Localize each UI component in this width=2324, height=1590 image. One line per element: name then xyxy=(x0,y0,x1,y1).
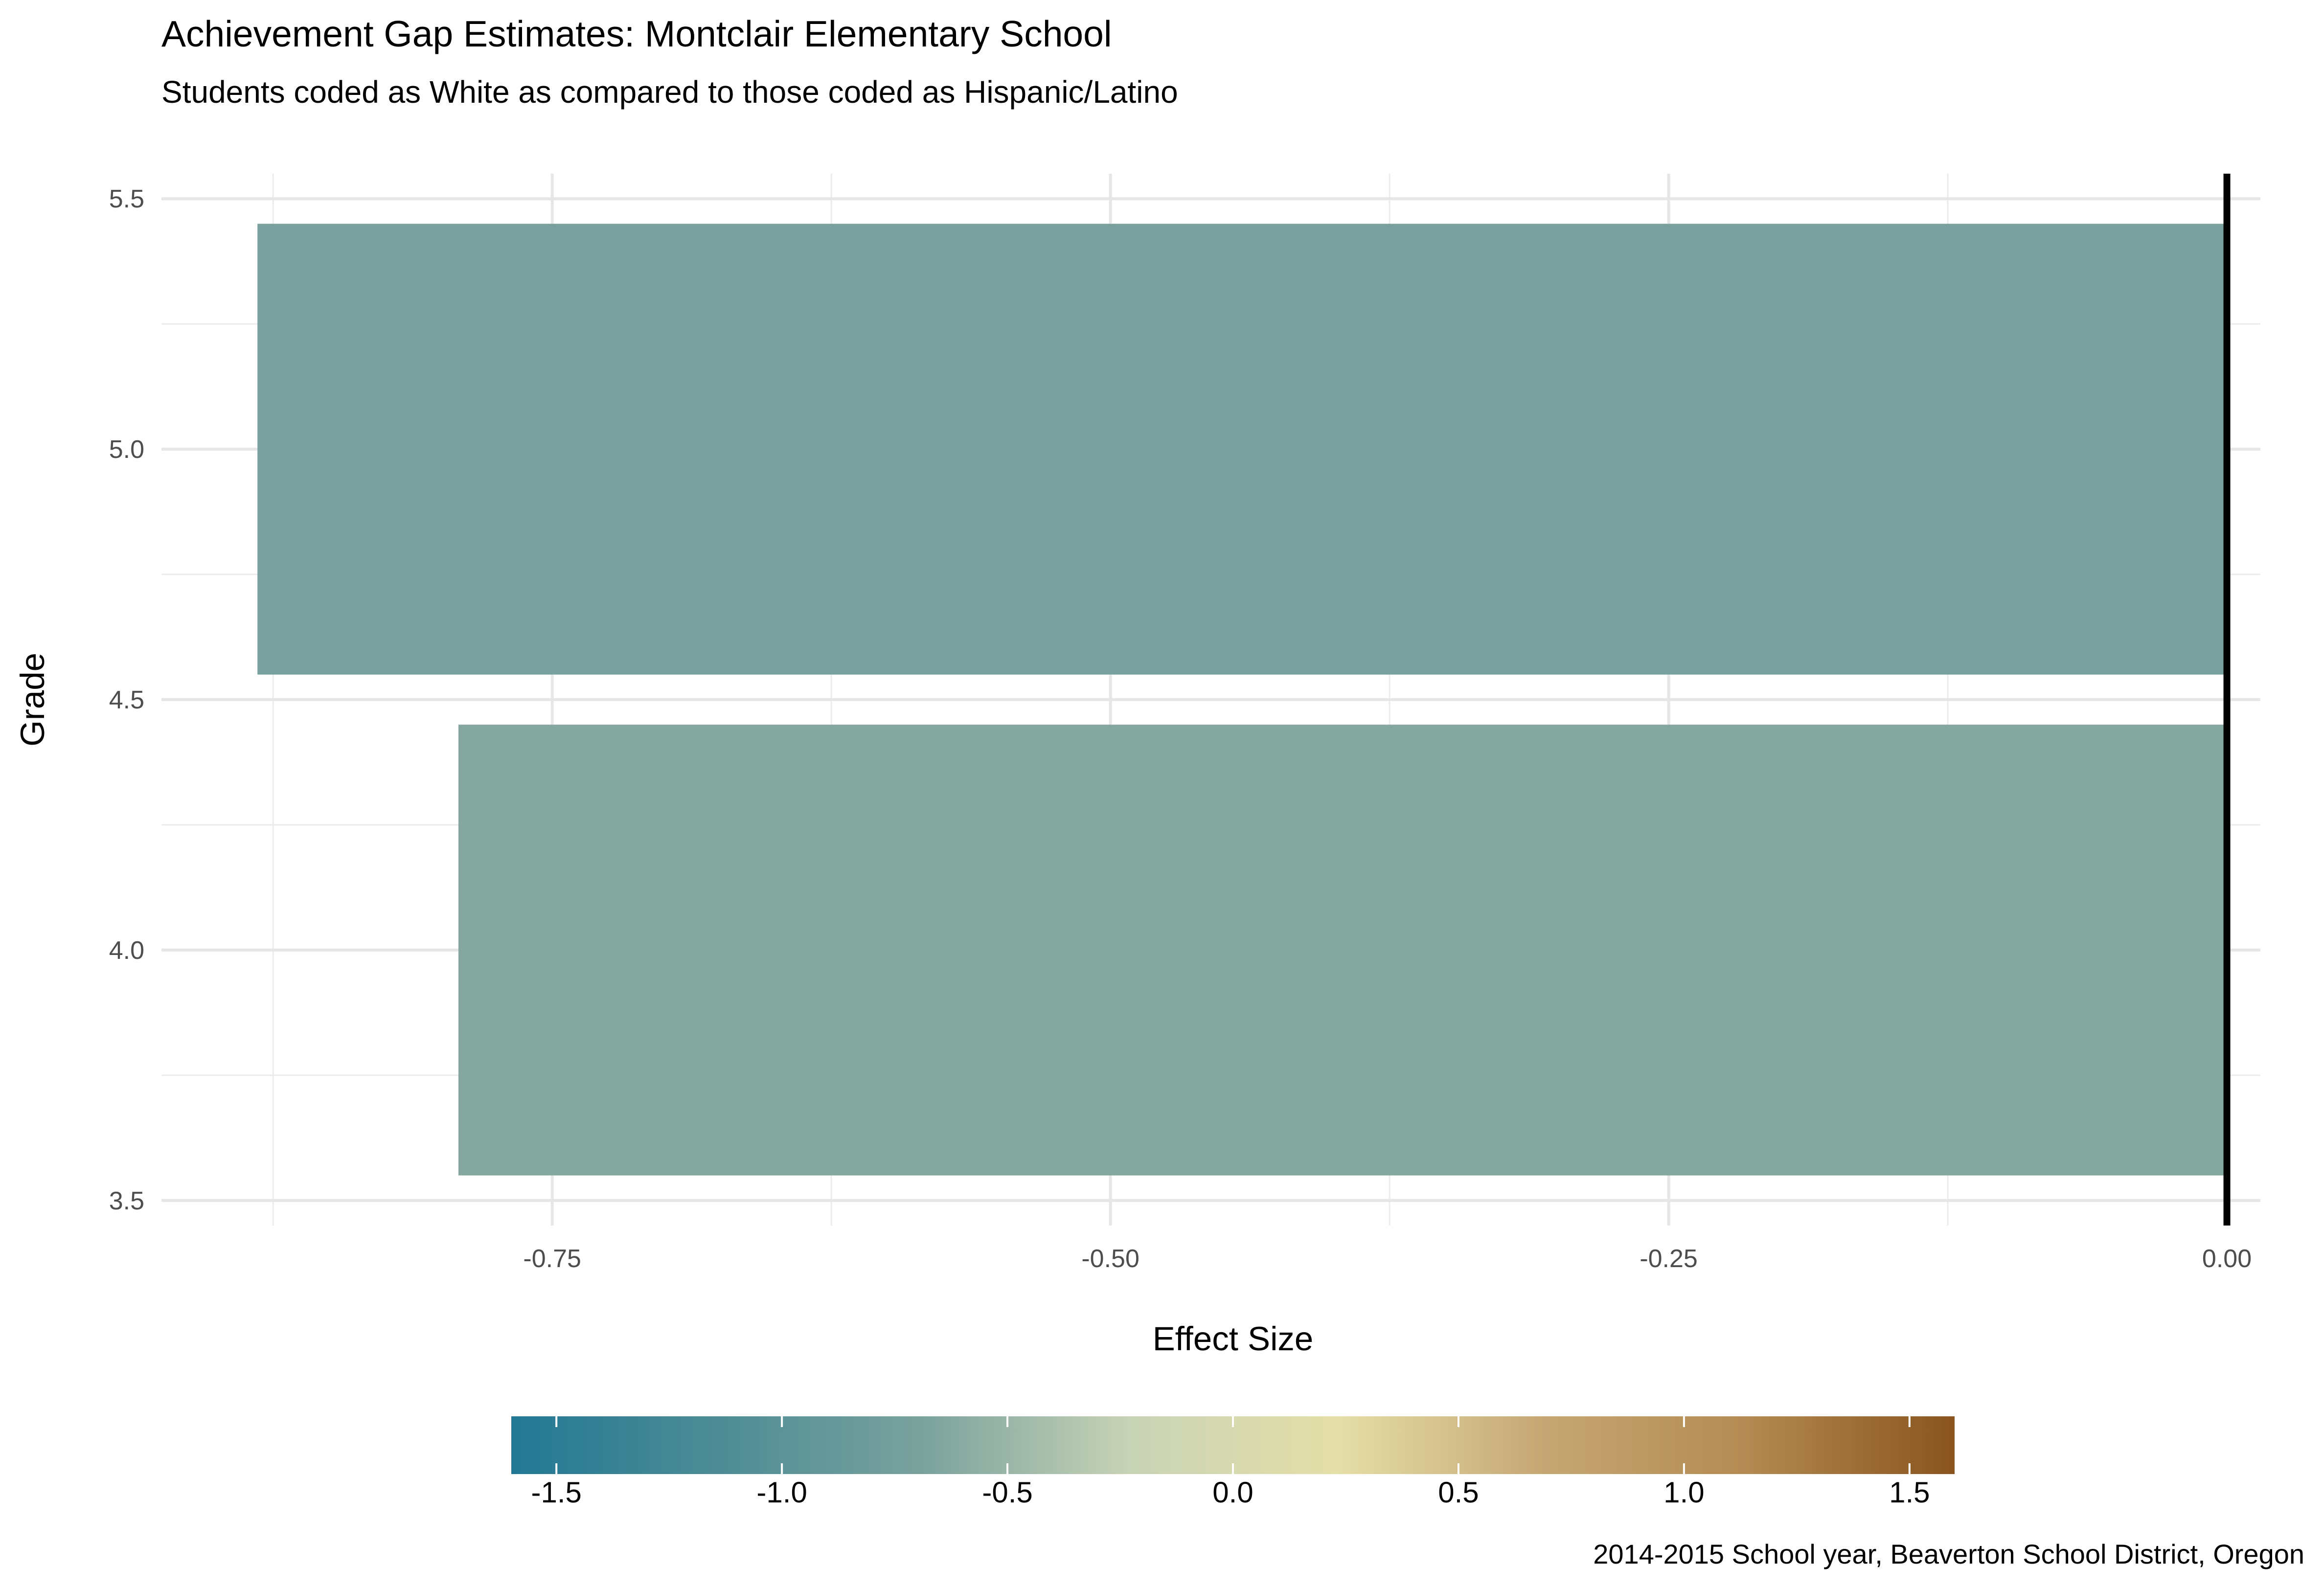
legend-tick-label: 0.5 xyxy=(1438,1476,1479,1509)
y-tick-label: 4.5 xyxy=(109,686,144,714)
legend-tick-label: -1.5 xyxy=(531,1476,581,1509)
x-tick-label: -0.75 xyxy=(523,1245,581,1273)
y-tick-labels: 3.5 4.0 4.5 5.0 5.5 xyxy=(109,185,144,1215)
x-tick-labels: -0.75 -0.50 -0.25 0.00 xyxy=(523,1245,2252,1273)
legend-tick-label: 1.0 xyxy=(1663,1476,1704,1509)
legend-tick-label: -1.0 xyxy=(756,1476,807,1509)
y-tick-label: 3.5 xyxy=(109,1187,144,1215)
chart-subtitle: Students coded as White as compared to t… xyxy=(161,74,1178,110)
y-axis-title: Grade xyxy=(14,653,51,747)
x-tick-label: -0.25 xyxy=(1640,1245,1698,1273)
legend-tick-label: 1.5 xyxy=(1889,1476,1930,1509)
y-tick-label: 4.0 xyxy=(109,936,144,965)
legend-tick-label: 0.0 xyxy=(1212,1476,1253,1509)
bars xyxy=(257,224,2227,1176)
x-tick-label: -0.50 xyxy=(1081,1245,1139,1273)
legend-tick-label: -0.5 xyxy=(982,1476,1032,1509)
y-tick-label: 5.0 xyxy=(109,435,144,464)
chart-title: Achievement Gap Estimates: Montclair Ele… xyxy=(161,13,1112,54)
y-tick-label: 5.5 xyxy=(109,185,144,213)
bar-grade-4 xyxy=(458,725,2227,1176)
bar-grade-5 xyxy=(257,224,2227,675)
x-axis-title: Effect Size xyxy=(1153,1320,1314,1358)
legend-colorbar: -1.5 -1.0 -0.5 0.0 0.5 1.0 1.5 xyxy=(511,1416,1955,1509)
chart-caption: 2014-2015 School year, Beaverton School … xyxy=(1593,1539,2304,1569)
x-tick-label: 0.00 xyxy=(2202,1245,2252,1273)
